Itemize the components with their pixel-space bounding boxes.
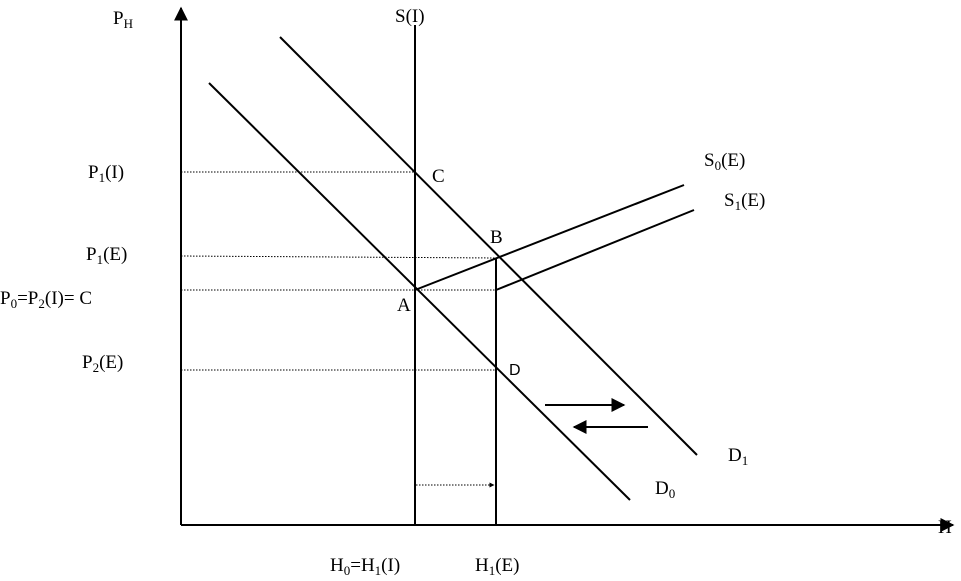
label-text: P [0, 288, 11, 309]
label-text: P [82, 352, 93, 373]
label-text: H [330, 555, 344, 576]
label-text: (E) [495, 555, 519, 576]
subscript: H [124, 16, 133, 31]
guide-line [180, 255, 497, 259]
label-text: B [490, 227, 503, 248]
label-text: =P [17, 288, 38, 309]
demand-d0 [208, 82, 631, 501]
label-h0-h1-i: H0=H1(I) [330, 555, 400, 578]
subscript: 1 [99, 170, 106, 185]
label-p0-p2-i: P0=P2(I)= C [0, 288, 92, 311]
label-text: (E) [103, 244, 127, 265]
label-text: C [432, 166, 445, 187]
label-text: (E) [741, 190, 765, 211]
demand-d1 [279, 36, 698, 456]
label-text: D [509, 362, 521, 379]
label-p-h: PH [113, 8, 133, 31]
subscript: 0 [715, 158, 722, 173]
guides [180, 171, 497, 488]
label-p1-i: P1(I) [88, 162, 124, 185]
label-text: (E) [99, 352, 123, 373]
label-c: C [432, 166, 445, 187]
subscript: 2 [38, 296, 45, 311]
label-text: D [655, 478, 669, 499]
label-text: S [704, 150, 715, 171]
label-text: (I) [381, 555, 400, 576]
label-text: A [397, 295, 411, 316]
label-a: A [397, 295, 411, 316]
subscript: 0 [344, 563, 351, 578]
label-h1-e: H1(E) [475, 555, 520, 578]
supply-s0e [414, 184, 685, 291]
label-text: H [475, 555, 489, 576]
subscript: 1 [97, 252, 104, 267]
subscript: 0 [669, 486, 676, 501]
shift-arrows [545, 398, 648, 434]
label-p1-e: P1(E) [86, 244, 127, 267]
label-b: B [490, 227, 503, 248]
label-text: P [88, 162, 99, 183]
label-d0: D0 [655, 478, 675, 501]
supply-s1e [495, 209, 695, 291]
subscript: 0 [11, 296, 18, 311]
label-s1-e: S1(E) [724, 190, 765, 213]
label-s0-e: S0(E) [704, 150, 745, 173]
label-s-i: S(I) [395, 6, 425, 27]
subscript: 1 [375, 563, 382, 578]
label-text: =H [350, 555, 375, 576]
label-text: (E) [721, 150, 745, 171]
label-d1: D1 [728, 445, 748, 468]
subscript: 1 [489, 563, 496, 578]
label-text: D [728, 445, 742, 466]
axes [174, 6, 955, 532]
label-text: (I)= C [45, 288, 92, 309]
curves [208, 25, 698, 525]
label-text: (I) [105, 162, 124, 183]
subscript: 1 [735, 198, 742, 213]
label-text: P [86, 244, 97, 265]
label-text: P [113, 8, 124, 29]
subscript: 2 [93, 360, 100, 375]
label-p2-e: P2(E) [82, 352, 123, 375]
label-d: D [509, 362, 521, 379]
label-text: S [724, 190, 735, 211]
label-text: H [938, 517, 952, 538]
label-h: H [938, 517, 952, 538]
label-text: S(I) [395, 6, 425, 27]
subscript: 1 [742, 453, 749, 468]
